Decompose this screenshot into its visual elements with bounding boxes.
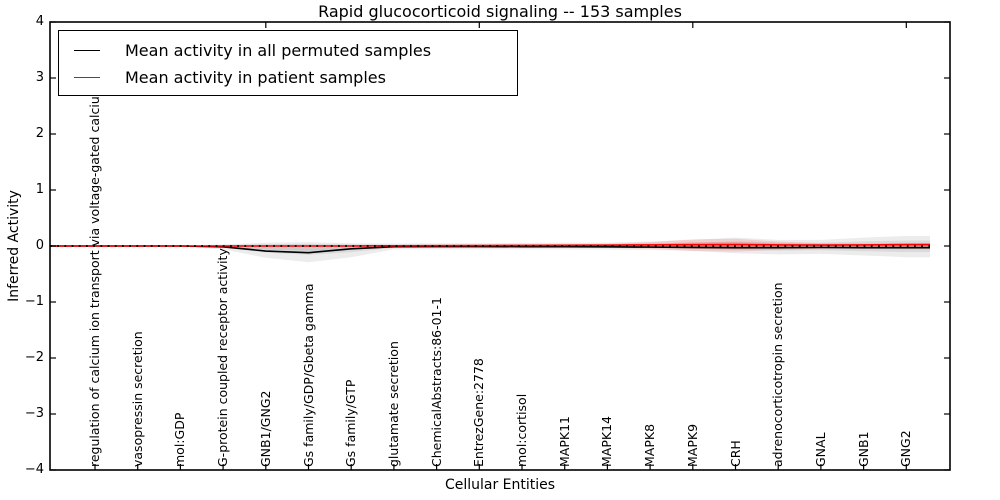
y-tick-label: −3: [24, 406, 44, 421]
x-tick-label: CRH: [727, 440, 743, 467]
x-tick-label: mol:cortisol: [514, 393, 529, 467]
x-tick-label: Gs family/GTP: [343, 379, 359, 467]
legend-item-permuted: Mean activity in all permuted samples: [59, 37, 517, 64]
y-tick-label: −2: [24, 350, 44, 365]
x-axis-label: Cellular Entities: [444, 477, 556, 493]
patient-samples-std-band: [50, 238, 930, 252]
x-tick-label: Gs family/GDP/Gbeta gamma: [300, 283, 316, 467]
permuted-samples-std-band: [50, 240, 930, 255]
x-tick-label: MAPK14: [599, 416, 615, 467]
permuted-mean-line: [50, 245, 930, 254]
x-tick-label: glutamate secretion: [385, 341, 401, 467]
legend-label: Mean activity in all permuted samples: [125, 40, 432, 60]
legend-line-sample-black: [74, 50, 100, 51]
x-tick-label: regulation of calcium ion transport via …: [87, 30, 102, 467]
y-tick-label: 3: [35, 70, 44, 85]
legend: Mean activity in all permuted samples Me…: [58, 30, 518, 96]
x-tick-label: GNG2: [898, 430, 914, 467]
x-tick-label: G-protein coupled receptor activity: [215, 248, 231, 467]
legend-line-sample-red: [74, 77, 100, 78]
x-tick-label: mol:GDP: [172, 412, 188, 467]
x-tick-label: MAPK11: [556, 416, 572, 467]
x-tick-label: GNB1/GNG2: [257, 390, 273, 467]
x-tick-label: ChemicalAbstracts:86-01-1: [428, 297, 444, 467]
x-tick-label: MAPK8: [642, 423, 658, 467]
x-tick-label: vasopressin secretion: [129, 331, 145, 467]
permuted-samples-std-band: [50, 235, 930, 263]
patient-samples-std-band: [50, 241, 930, 250]
y-tick-label: 0: [35, 238, 44, 253]
x-tick-label: GNAL: [812, 432, 828, 467]
y-tick-label: 1: [35, 182, 44, 197]
legend-item-patient: Mean activity in patient samples: [59, 64, 517, 91]
y-tick-label: −4: [24, 462, 44, 477]
patient-samples-std-band: [50, 243, 930, 248]
x-tick-label: EntrezGene:2778: [471, 358, 487, 467]
y-tick-label: 2: [35, 126, 44, 141]
y-tick-label: 4: [35, 14, 44, 29]
x-tick-label: GNB1: [855, 431, 871, 467]
legend-label: Mean activity in patient samples: [125, 67, 386, 87]
patient-mean-line: [50, 243, 930, 247]
chart-title: Rapid glucocorticoid signaling -- 153 sa…: [318, 2, 682, 21]
y-tick-label: −1: [24, 294, 44, 309]
x-tick-label: adrenocorticotropin secretion: [770, 282, 786, 467]
permuted-samples-std-band: [50, 242, 930, 251]
x-tick-label: MAPK9: [684, 423, 700, 467]
